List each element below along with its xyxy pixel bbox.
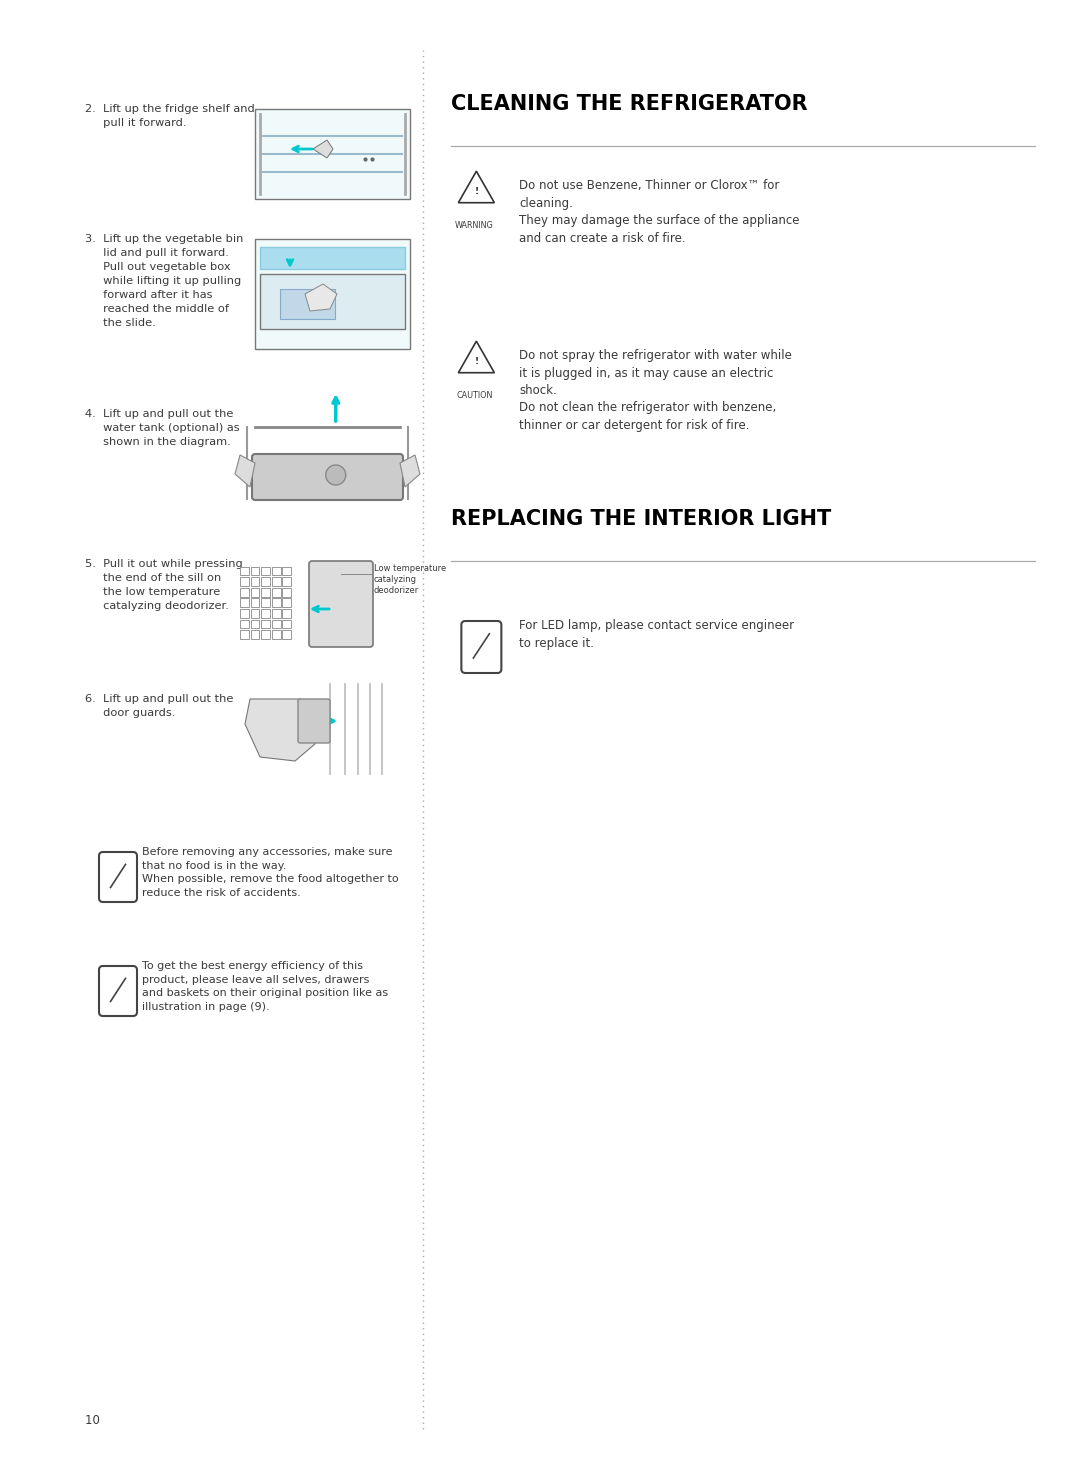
Text: CLEANING THE REFRIGERATOR: CLEANING THE REFRIGERATOR bbox=[451, 94, 808, 115]
Text: Low temperature
catalyzing
deodorizer: Low temperature catalyzing deodorizer bbox=[374, 564, 446, 595]
FancyBboxPatch shape bbox=[261, 630, 270, 639]
Text: !: ! bbox=[474, 357, 478, 366]
FancyBboxPatch shape bbox=[240, 630, 248, 639]
FancyBboxPatch shape bbox=[99, 967, 137, 1017]
FancyBboxPatch shape bbox=[261, 567, 270, 576]
FancyBboxPatch shape bbox=[282, 567, 292, 576]
FancyBboxPatch shape bbox=[240, 577, 248, 586]
Text: 5.  Pull it out while pressing
     the end of the sill on
     the low temperat: 5. Pull it out while pressing the end of… bbox=[85, 560, 243, 611]
Polygon shape bbox=[458, 341, 495, 373]
Text: Do not spray the refrigerator with water while
it is plugged in, as it may cause: Do not spray the refrigerator with water… bbox=[519, 350, 793, 432]
FancyBboxPatch shape bbox=[272, 630, 281, 639]
FancyBboxPatch shape bbox=[240, 567, 248, 576]
Polygon shape bbox=[400, 455, 420, 488]
FancyBboxPatch shape bbox=[282, 630, 292, 639]
Text: Before removing any accessories, make sure
that no food is in the way.
When poss: Before removing any accessories, make su… bbox=[141, 848, 399, 898]
FancyBboxPatch shape bbox=[255, 109, 410, 198]
Text: WARNING: WARNING bbox=[455, 220, 494, 231]
Polygon shape bbox=[305, 284, 337, 311]
FancyBboxPatch shape bbox=[272, 610, 281, 618]
Text: CAUTION: CAUTION bbox=[456, 391, 492, 400]
Polygon shape bbox=[235, 455, 255, 488]
FancyBboxPatch shape bbox=[240, 588, 248, 596]
Circle shape bbox=[326, 466, 346, 485]
Text: REPLACING THE INTERIOR LIGHT: REPLACING THE INTERIOR LIGHT bbox=[451, 508, 832, 529]
Text: To get the best energy efficiency of this
product, please leave all selves, draw: To get the best energy efficiency of thi… bbox=[141, 961, 388, 1012]
FancyBboxPatch shape bbox=[251, 577, 259, 586]
FancyBboxPatch shape bbox=[461, 621, 501, 673]
FancyBboxPatch shape bbox=[282, 610, 292, 618]
FancyBboxPatch shape bbox=[309, 561, 373, 646]
FancyBboxPatch shape bbox=[272, 567, 281, 576]
FancyBboxPatch shape bbox=[272, 588, 281, 596]
Text: 3.  Lift up the vegetable bin
     lid and pull it forward.
     Pull out vegeta: 3. Lift up the vegetable bin lid and pul… bbox=[85, 234, 243, 328]
FancyBboxPatch shape bbox=[261, 588, 270, 596]
FancyBboxPatch shape bbox=[260, 247, 405, 269]
FancyBboxPatch shape bbox=[251, 610, 259, 618]
FancyBboxPatch shape bbox=[272, 577, 281, 586]
FancyBboxPatch shape bbox=[298, 699, 330, 743]
Text: 4.  Lift up and pull out the
     water tank (optional) as
     shown in the dia: 4. Lift up and pull out the water tank (… bbox=[85, 408, 240, 447]
FancyBboxPatch shape bbox=[272, 620, 281, 629]
FancyBboxPatch shape bbox=[251, 588, 259, 596]
FancyBboxPatch shape bbox=[251, 630, 259, 639]
FancyBboxPatch shape bbox=[282, 620, 292, 629]
FancyBboxPatch shape bbox=[261, 577, 270, 586]
Polygon shape bbox=[458, 172, 495, 203]
FancyBboxPatch shape bbox=[260, 275, 405, 329]
FancyBboxPatch shape bbox=[251, 620, 259, 629]
FancyBboxPatch shape bbox=[261, 598, 270, 607]
FancyBboxPatch shape bbox=[240, 598, 248, 607]
Polygon shape bbox=[245, 699, 320, 761]
FancyBboxPatch shape bbox=[240, 620, 248, 629]
FancyBboxPatch shape bbox=[252, 454, 403, 499]
FancyBboxPatch shape bbox=[261, 610, 270, 618]
FancyBboxPatch shape bbox=[272, 598, 281, 607]
Polygon shape bbox=[313, 140, 333, 159]
Text: 6.  Lift up and pull out the
     door guards.: 6. Lift up and pull out the door guards. bbox=[85, 693, 233, 718]
Text: Do not use Benzene, Thinner or Clorox™ for
cleaning.
They may damage the surface: Do not use Benzene, Thinner or Clorox™ f… bbox=[519, 179, 800, 244]
FancyBboxPatch shape bbox=[261, 620, 270, 629]
Text: !: ! bbox=[474, 188, 478, 197]
Text: 2.  Lift up the fridge shelf and
     pull it forward.: 2. Lift up the fridge shelf and pull it … bbox=[85, 104, 255, 128]
FancyBboxPatch shape bbox=[251, 567, 259, 576]
Text: For LED lamp, please contact service engineer
to replace it.: For LED lamp, please contact service eng… bbox=[519, 618, 795, 649]
FancyBboxPatch shape bbox=[240, 610, 248, 618]
FancyBboxPatch shape bbox=[255, 239, 410, 350]
FancyBboxPatch shape bbox=[282, 598, 292, 607]
FancyBboxPatch shape bbox=[282, 577, 292, 586]
Text: 10: 10 bbox=[85, 1415, 123, 1426]
FancyBboxPatch shape bbox=[251, 598, 259, 607]
FancyBboxPatch shape bbox=[280, 289, 335, 319]
FancyBboxPatch shape bbox=[282, 588, 292, 596]
FancyBboxPatch shape bbox=[99, 852, 137, 902]
